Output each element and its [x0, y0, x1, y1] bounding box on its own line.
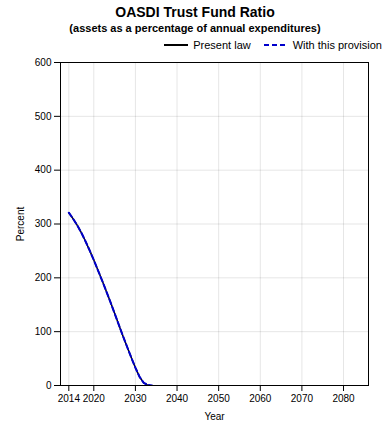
- svg-text:Year: Year: [204, 411, 225, 422]
- svg-text:Percent: Percent: [15, 207, 26, 242]
- svg-text:2020: 2020: [83, 393, 106, 404]
- svg-text:2014: 2014: [58, 393, 81, 404]
- svg-text:2040: 2040: [166, 393, 189, 404]
- svg-text:100: 100: [35, 326, 52, 337]
- svg-text:2080: 2080: [332, 393, 355, 404]
- svg-text:0: 0: [46, 380, 52, 391]
- svg-text:2070: 2070: [291, 393, 314, 404]
- html-text:(assets as a percentage of ann: (assets as a percentage of annual expend…: [69, 22, 321, 34]
- html-text:OASDI Trust Fund Ratio: OASDI Trust Fund Ratio: [115, 4, 275, 20]
- svg-text:600: 600: [35, 57, 52, 68]
- svg-text:2060: 2060: [249, 393, 272, 404]
- html-text:With this provision: With this provision: [292, 39, 382, 51]
- svg-text:500: 500: [35, 111, 52, 122]
- html-text:Present law: Present law: [193, 39, 251, 51]
- svg-text:2030: 2030: [124, 393, 147, 404]
- svg-text:300: 300: [35, 218, 52, 229]
- svg-text:200: 200: [35, 272, 52, 283]
- svg-text:400: 400: [35, 164, 52, 175]
- svg-text:2050: 2050: [208, 393, 231, 404]
